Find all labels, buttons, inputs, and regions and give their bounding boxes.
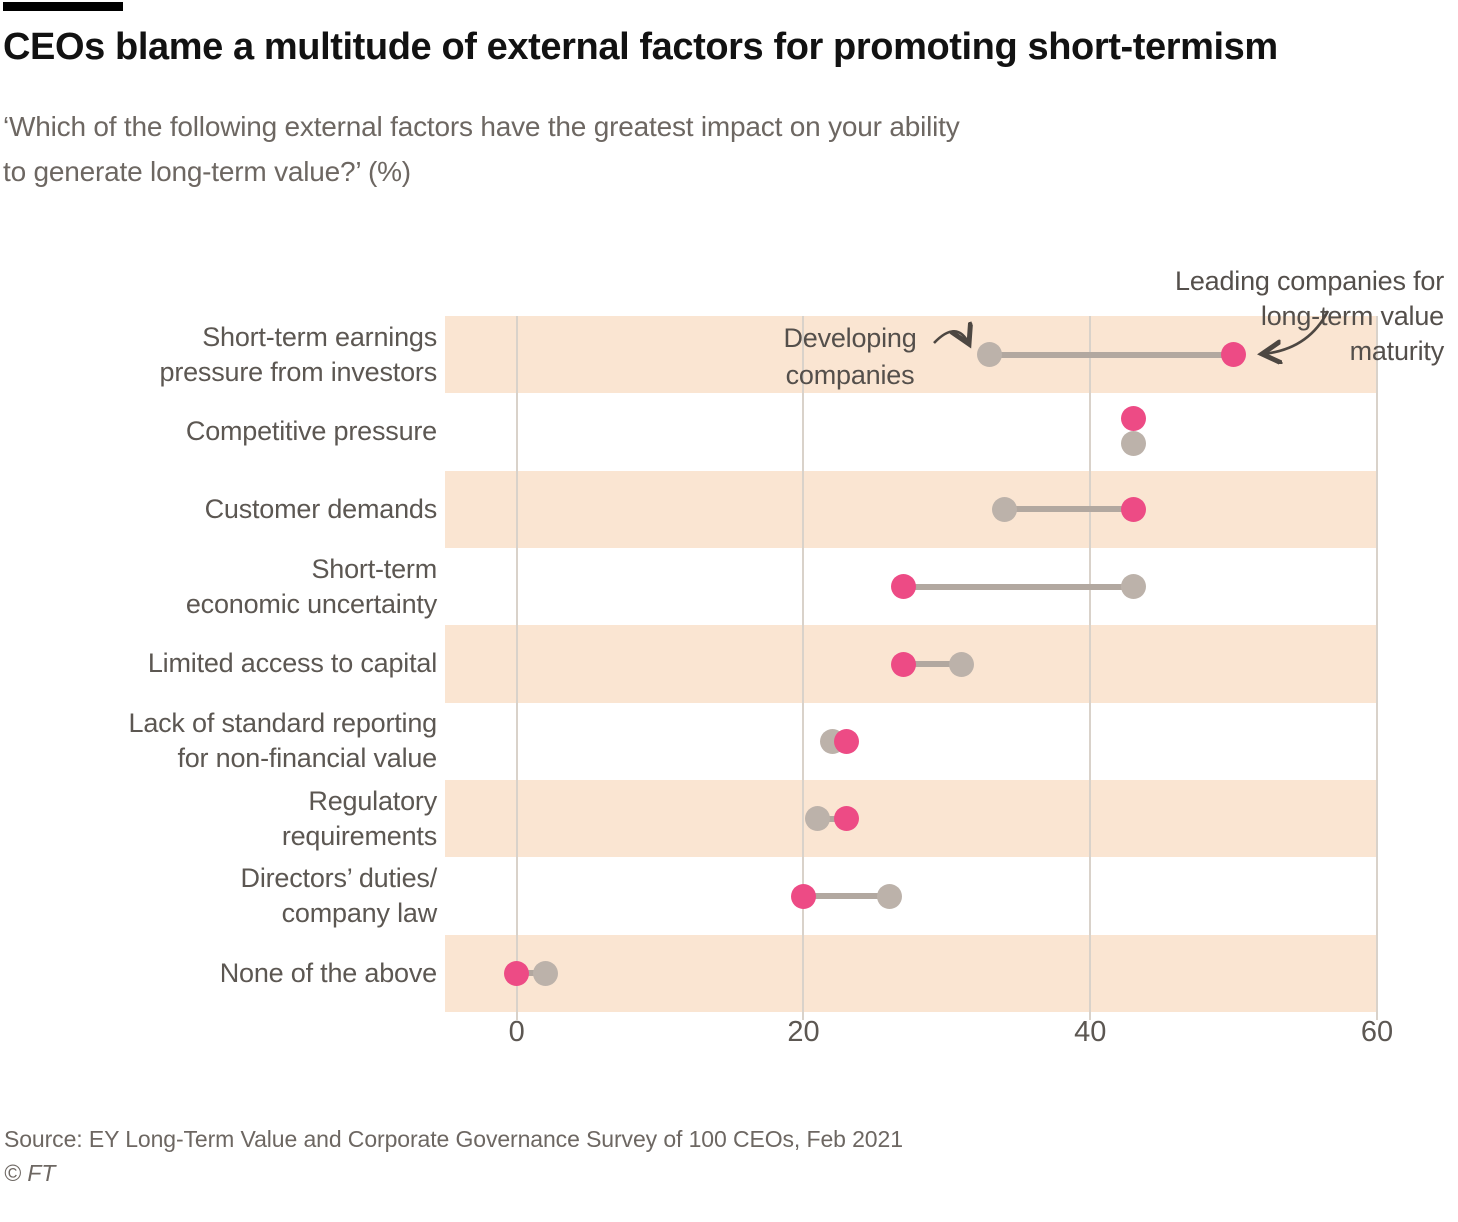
- subtitle-line: ‘Which of the following external factors…: [3, 111, 960, 142]
- category-label-line: Short-term earnings: [202, 321, 437, 352]
- dot-developing: [876, 883, 902, 909]
- chart-band-row: [445, 393, 1377, 470]
- x-axis: 0 20 40 60: [445, 1016, 1394, 1056]
- dot-developing: [977, 342, 1003, 368]
- subtitle-line: to generate long-term value?’ (%): [3, 156, 411, 187]
- category-label: Directors’ duties/company law: [0, 857, 438, 934]
- brand-bar: [3, 2, 123, 11]
- x-tick-label: 60: [1360, 1016, 1394, 1048]
- category-labels: Short-term earnings pressure from investo…: [0, 316, 438, 1012]
- annotation-leading: Leading companies for long-term value matu…: [1024, 264, 1444, 369]
- gridline: [1376, 316, 1378, 1020]
- annotation-line: companies: [785, 360, 915, 390]
- connector-line: [903, 583, 1134, 590]
- x-tick-label: 20: [787, 1016, 820, 1048]
- x-tick-label: 0: [508, 1016, 525, 1048]
- plot-area: [445, 316, 1378, 1020]
- annotation-line: long-term value: [1260, 301, 1444, 331]
- category-label: Limited access to capital: [0, 625, 437, 702]
- category-label-line: Directors’ duties/: [240, 862, 438, 893]
- annotation-developing: Developing companies: [762, 320, 938, 394]
- ft-copyright: © FT: [4, 1160, 56, 1186]
- category-label-line: Short-term: [311, 553, 437, 584]
- connector-line: [1004, 506, 1134, 513]
- chart-band-row: [445, 934, 1377, 1012]
- dot-developing: [532, 960, 558, 986]
- category-label: Customer demands: [0, 471, 438, 548]
- category-label: Short-term earnings pressure from investo…: [0, 316, 438, 393]
- connector-line: [516, 970, 546, 977]
- dot-leading: [1120, 405, 1146, 431]
- dot-developing: [948, 651, 974, 677]
- category-label-line: None of the above: [219, 957, 437, 988]
- chart-band-row: [445, 470, 1377, 548]
- chart-band-row: [445, 857, 1377, 934]
- connector-line: [817, 815, 847, 822]
- dot-developing: [805, 806, 831, 832]
- dot-leading: [833, 806, 859, 832]
- category-label-line: Customer demands: [204, 493, 438, 524]
- chart-subtitle: ‘Which of the following external factors…: [3, 104, 1303, 194]
- connector-line: [903, 661, 962, 667]
- connector-line: [989, 351, 1234, 358]
- annotation-line: Leading companies for: [1175, 266, 1444, 296]
- dot-leading: [1120, 496, 1146, 522]
- dot-leading: [891, 651, 917, 677]
- category-label-line: requirements: [281, 820, 437, 851]
- page-title: CEOs blame a multitude of external facto…: [3, 26, 1278, 68]
- category-label-line: for non-financial value: [177, 743, 437, 774]
- category-label-line: Regulatory: [308, 785, 437, 816]
- dot-leading: [504, 960, 530, 986]
- dot-developing: [1120, 574, 1146, 600]
- category-label-line: Limited access to capital: [147, 648, 437, 679]
- dot-developing: [1120, 430, 1146, 456]
- dot-leading: [790, 883, 816, 909]
- dot-developing: [991, 496, 1017, 522]
- category-label: Lack of standard reporting for non-financ…: [0, 703, 438, 780]
- chart-band-row: [445, 703, 1377, 780]
- category-label-line: company law: [281, 897, 438, 928]
- category-label: Competitive pressure: [0, 393, 437, 470]
- annotation-line: Developing: [783, 323, 917, 353]
- category-label-line: Competitive pressure: [185, 416, 437, 447]
- connector-line: [803, 893, 890, 899]
- dot-leading: [891, 574, 917, 600]
- source-text: Source: EY Long-Term Value and Corporate…: [4, 1126, 903, 1152]
- category-label-line: economic uncertainty: [185, 588, 437, 619]
- dot-leading: [833, 728, 859, 754]
- x-tick-label: 40: [1074, 1016, 1107, 1048]
- gridline: [515, 316, 518, 1020]
- chart-band-row: [445, 780, 1377, 858]
- gridline: [802, 316, 805, 1020]
- dot-leading: [1221, 342, 1247, 368]
- category-label: Regulatory requirements: [0, 780, 437, 857]
- category-label: Short-term economic uncertainty: [0, 548, 437, 625]
- category-label: None of the above: [0, 935, 437, 1012]
- gridline: [1089, 316, 1092, 1020]
- category-label-line: pressure from investors: [159, 356, 438, 387]
- category-label-line: Lack of standard reporting: [128, 708, 438, 739]
- annotation-line: maturity: [1349, 336, 1445, 366]
